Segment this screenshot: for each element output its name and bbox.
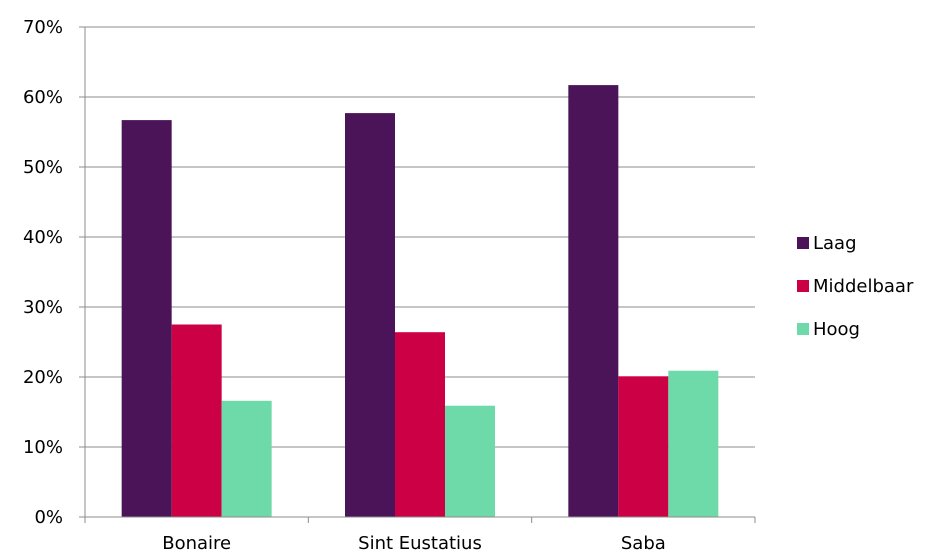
x-tick-label: Bonaire	[162, 533, 231, 553]
y-tick-label: 20%	[23, 367, 63, 388]
bar-laag-bonaire	[121, 120, 172, 517]
bar-laag-sint-eustatius	[345, 113, 395, 517]
axes	[84, 27, 755, 518]
y-tick-label: 0%	[34, 507, 63, 528]
bar-middelbaar-saba	[618, 376, 669, 517]
bar-hoog-bonaire	[221, 400, 272, 517]
legend: Laag Middelbaar Hoog	[797, 233, 914, 340]
y-axis-ticks: 0% 10% 20% 30% 40% 50% 60% 70%	[23, 17, 85, 528]
y-tick-label: 50%	[23, 157, 63, 178]
bar-middelbaar-bonaire	[171, 324, 222, 517]
bar-hoog-sint-eustatius	[445, 405, 495, 517]
y-tick-label: 40%	[23, 227, 63, 248]
legend-swatch	[797, 323, 809, 335]
y-tick-label: 70%	[23, 17, 63, 38]
legend-label: Laag	[813, 233, 857, 254]
bar-laag-saba	[568, 85, 619, 517]
legend-swatch	[797, 280, 809, 292]
y-tick-label: 30%	[23, 297, 63, 318]
x-tick-label: Sint Eustatius	[358, 533, 482, 553]
y-tick-label: 10%	[23, 437, 63, 458]
bars	[121, 85, 719, 517]
x-tick-label: Saba	[621, 533, 666, 553]
bar-middelbaar-sint-eustatius	[395, 332, 445, 517]
legend-swatch	[797, 237, 809, 249]
x-axis-ticks: Bonaire Sint Eustatius Saba	[84, 517, 756, 553]
y-tick-label: 60%	[23, 87, 63, 108]
legend-label: Middelbaar	[813, 276, 914, 297]
legend-label: Hoog	[813, 319, 860, 340]
bar-hoog-saba	[668, 370, 719, 517]
